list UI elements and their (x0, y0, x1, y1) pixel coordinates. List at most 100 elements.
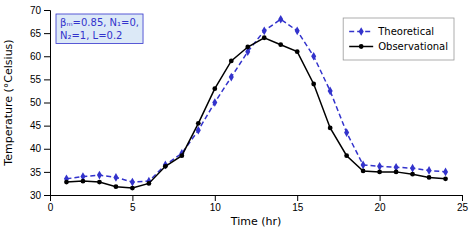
tick: 30 (30, 190, 50, 201)
marker (113, 173, 118, 182)
legend: Theoretical Observational (343, 18, 454, 60)
tick-label: 0 (48, 202, 54, 213)
annotation-text: βₘ=0.85, N₁=0, N₂=1, L=0.2 (60, 17, 139, 41)
legend-item: Theoretical (349, 26, 434, 37)
marker (196, 121, 201, 126)
tick: 20 (375, 195, 387, 213)
tick: 5 (130, 195, 136, 213)
marker (295, 49, 300, 54)
y-axis-title: Temperature (°Celsius) (2, 39, 15, 166)
marker (410, 172, 415, 177)
marker (328, 126, 333, 131)
marker (114, 184, 119, 189)
tick-mark (44, 103, 50, 104)
marker (394, 169, 399, 174)
tick-label: 60 (30, 51, 42, 62)
marker (427, 166, 432, 175)
marker (262, 26, 267, 35)
marker (278, 42, 283, 47)
tick: 45 (30, 120, 50, 131)
tick-mark (380, 195, 381, 201)
tick-label: 15 (292, 202, 304, 213)
marker (443, 168, 448, 177)
tick-mark (44, 126, 50, 127)
marker (427, 175, 432, 180)
tick-label: 30 (30, 190, 42, 201)
x-axis-title: Time (hr) (230, 215, 282, 228)
tick-mark (44, 195, 50, 196)
tick-mark (44, 56, 50, 57)
marker (443, 176, 448, 181)
marker (311, 82, 316, 87)
tick: 0 (48, 195, 54, 213)
tick-label: 5 (130, 202, 136, 213)
annotation-line: N₂=1, L=0.2 (60, 30, 122, 41)
tick-label: 65 (30, 28, 42, 39)
legend-label: Theoretical (377, 26, 434, 37)
tick-mark (462, 195, 463, 201)
legend-marker (359, 27, 364, 36)
tick-label: 35 (30, 167, 42, 178)
annotation-box (56, 14, 143, 44)
marker (377, 169, 382, 174)
annotation: βₘ=0.85, N₁=0, N₂=1, L=0.2 (56, 14, 143, 44)
tick-label: 10 (210, 202, 222, 213)
tick: 15 (292, 195, 304, 213)
marker (344, 128, 349, 137)
marker (410, 164, 415, 173)
marker (377, 162, 382, 171)
axis-line (51, 196, 463, 202)
tick-mark (132, 195, 133, 201)
marker (97, 180, 102, 185)
tick-label: 25 (457, 202, 469, 213)
marker (295, 26, 300, 35)
marker (212, 86, 217, 91)
tick-mark (215, 195, 216, 201)
tick: 25 (457, 195, 469, 213)
marker (344, 153, 349, 158)
marker (328, 87, 333, 96)
marker (245, 45, 250, 50)
tick: 70 (30, 5, 50, 16)
marker (311, 52, 316, 61)
tick-label: 55 (30, 74, 42, 85)
marker (361, 161, 366, 170)
tick: 55 (30, 74, 50, 85)
tick: 50 (30, 97, 50, 108)
marker (81, 179, 86, 184)
marker (97, 171, 102, 180)
marker (229, 73, 234, 82)
marker (130, 186, 135, 191)
legend-item: Observational (349, 41, 448, 52)
marker (146, 181, 151, 186)
tick: 65 (30, 28, 50, 39)
legend-label: Observational (378, 41, 448, 52)
y-axis: 30 35 40 45 50 55 60 65 70 (30, 5, 51, 201)
tick-mark (44, 33, 50, 34)
annotation-line: βₘ=0.85, N₁=0, (60, 17, 139, 28)
marker (163, 164, 168, 169)
legend-box (343, 18, 454, 60)
tick: 60 (30, 51, 50, 62)
tick-label: 45 (30, 120, 42, 131)
tick-mark (44, 79, 50, 80)
tick: 10 (210, 195, 222, 213)
axis-line (44, 11, 51, 196)
tick: 40 (30, 143, 50, 154)
marker (229, 58, 234, 63)
tick-mark (44, 149, 50, 150)
tick-mark (44, 172, 50, 173)
tick-mark (297, 195, 298, 201)
chart: 0 5 10 15 20 25 30 35 40 45 50 55 60 65 70 Time (hr) Tem… (0, 0, 474, 229)
marker (179, 153, 184, 158)
marker (212, 98, 217, 107)
tick-label: 40 (30, 143, 42, 154)
marker (262, 35, 267, 40)
tick-label: 20 (375, 202, 387, 213)
tick-label: 70 (30, 5, 42, 16)
x-axis: 0 5 10 15 20 25 (48, 195, 469, 213)
tick-label: 50 (30, 97, 42, 108)
marker (64, 180, 69, 185)
legend-marker (359, 44, 364, 49)
marker (278, 15, 283, 24)
